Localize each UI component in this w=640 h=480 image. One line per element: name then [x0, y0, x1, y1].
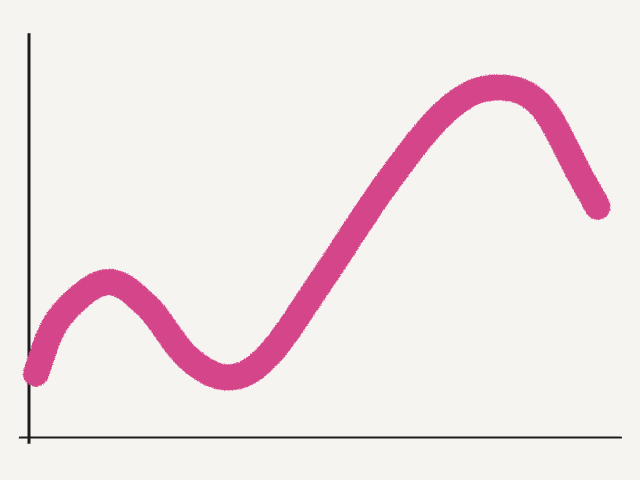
x-axis-line [19, 430, 622, 445]
series-line-0 [22, 74, 611, 391]
series-layer [22, 74, 611, 391]
